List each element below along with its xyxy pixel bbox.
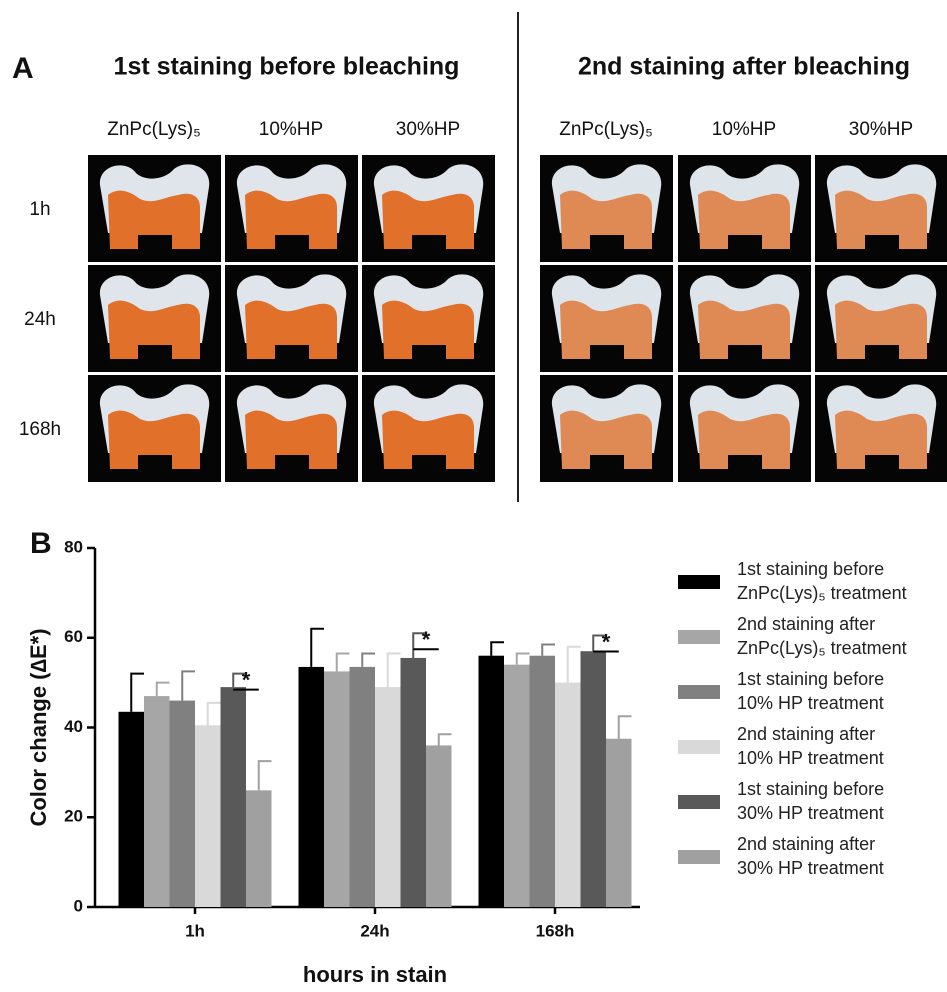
row-label: 1h <box>29 199 50 220</box>
bar <box>170 701 196 907</box>
significance-mark: * <box>602 629 611 654</box>
bar <box>246 790 272 907</box>
column-label: 30%HP <box>396 119 460 140</box>
tooth-photo <box>540 155 673 262</box>
x-tick-label: 24h <box>360 921 389 940</box>
y-axis-title: Color change (∆E*) <box>26 628 51 826</box>
bar <box>195 725 221 907</box>
legend-swatch <box>678 575 720 589</box>
bar <box>221 687 247 907</box>
tooth-photo <box>815 155 947 262</box>
x-tick-label: 168h <box>536 921 575 940</box>
panel-title: 2nd staining after bleaching <box>578 53 910 81</box>
y-tick-label: 0 <box>74 896 83 915</box>
tooth-photo <box>362 155 495 262</box>
column-label: ZnPc(Lys)₅ <box>559 119 653 140</box>
error-bar <box>439 734 452 745</box>
legend-label: 2nd staining after 30% HP treatment <box>737 832 884 880</box>
y-tick-label: 40 <box>64 717 83 736</box>
tooth-photo <box>678 155 811 262</box>
tooth-photo <box>815 265 947 372</box>
error-bar <box>337 653 350 671</box>
bar <box>401 658 427 907</box>
legend-label: 2nd staining after ZnPc(Lys)₅ treatment <box>737 612 907 660</box>
bar <box>119 712 145 907</box>
bar <box>299 667 325 907</box>
tooth-photo <box>362 265 495 372</box>
tooth-photo <box>540 265 673 372</box>
column-label: 10%HP <box>259 119 323 140</box>
tooth-photo <box>88 375 221 482</box>
error-bar <box>388 653 401 687</box>
column-label: ZnPc(Lys)₅ <box>107 119 201 140</box>
figure: A B 1st staining before bleaching ZnPc(Ly… <box>0 0 947 992</box>
tooth-photo <box>88 155 221 262</box>
bar <box>144 696 170 907</box>
tooth-photo <box>225 155 358 262</box>
tooth-photo <box>540 375 673 482</box>
error-bar <box>491 642 504 655</box>
error-bar <box>311 629 324 667</box>
error-bar <box>542 644 555 655</box>
row-label: 24h <box>24 309 56 330</box>
column-label: 30%HP <box>849 119 913 140</box>
legend-swatch <box>678 795 720 809</box>
error-bar <box>259 761 272 790</box>
legend-swatch <box>678 685 720 699</box>
bar <box>606 739 632 907</box>
panel-label: A <box>12 52 34 85</box>
tooth-photo <box>815 375 947 482</box>
row-label: 168h <box>19 419 61 440</box>
tooth-photo <box>225 375 358 482</box>
legend-label: 1st staining before 10% HP treatment <box>737 667 884 715</box>
tooth-photo <box>225 265 358 372</box>
error-bar <box>568 647 581 683</box>
bar <box>324 671 350 907</box>
tooth-photo <box>678 265 811 372</box>
legend-swatch <box>678 630 720 644</box>
y-tick-label: 60 <box>64 627 83 646</box>
legend-swatch <box>678 850 720 864</box>
bar <box>504 665 530 907</box>
error-bar <box>517 653 530 664</box>
error-bar <box>157 683 170 696</box>
bar <box>479 656 505 907</box>
bar <box>426 745 452 907</box>
bar <box>555 683 581 907</box>
bar <box>350 667 376 907</box>
y-tick-label: 80 <box>64 537 83 556</box>
error-bar <box>131 674 144 712</box>
tooth-photo <box>88 265 221 372</box>
panel-title: 1st staining before bleaching <box>114 53 460 81</box>
bar <box>375 687 401 907</box>
error-bar <box>619 716 632 738</box>
y-tick-label: 20 <box>64 807 83 826</box>
legend-label: 1st staining before ZnPc(Lys)₅ treatment <box>737 557 907 605</box>
panel-label: B <box>30 527 52 560</box>
bar <box>530 656 556 907</box>
significance-mark: * <box>422 627 431 652</box>
column-label: 10%HP <box>712 119 776 140</box>
legend-label: 1st staining before 30% HP treatment <box>737 777 884 825</box>
significance-mark: * <box>242 667 251 692</box>
x-axis-title: hours in stain <box>303 962 447 987</box>
legend-swatch <box>678 740 720 754</box>
error-bar <box>362 653 375 666</box>
bar <box>581 651 607 907</box>
error-bar <box>182 671 195 700</box>
tooth-photo <box>362 375 495 482</box>
tooth-photo <box>678 375 811 482</box>
error-bar <box>208 703 221 725</box>
x-tick-label: 1h <box>185 921 205 940</box>
legend-label: 2nd staining after 10% HP treatment <box>737 722 884 770</box>
